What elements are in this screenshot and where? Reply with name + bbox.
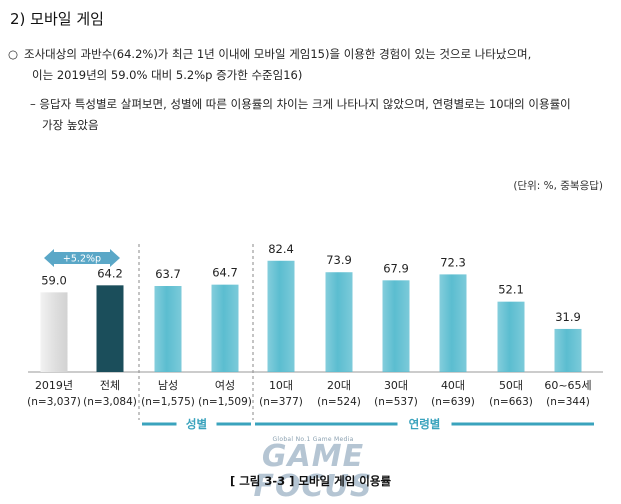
value-label-4: 64.7 [212, 266, 238, 280]
growth-annotation-label: +5.2%p [63, 254, 101, 265]
sample-size-label-4: (n=1,509) [198, 396, 252, 408]
watermark-logo: Global No.1 Game Media GAME FOCUS [238, 436, 388, 502]
bar-2 [96, 285, 124, 372]
category-label-8: 40대 [441, 379, 465, 392]
category-label-6: 20대 [327, 379, 351, 392]
main-bullet: ○ 조사대상의 과반수(64.2%)가 최근 1년 이내에 모바일 게임15)을… [8, 44, 613, 86]
group-label-2: 연령별 [409, 417, 441, 431]
main-bullet-line-1: 조사대상의 과반수(64.2%)가 최근 1년 이내에 모바일 게임15)을 이… [24, 47, 532, 61]
value-label-8: 72.3 [440, 255, 466, 269]
bar-3 [154, 286, 182, 372]
figure-caption: [ 그림 3-3 ] 모바일 게임 이용률 [229, 474, 392, 488]
sample-size-label-9: (n=663) [489, 396, 533, 408]
category-label-4: 여성 [215, 379, 235, 392]
bar-9 [497, 301, 525, 372]
category-label-3: 남성 [158, 379, 178, 392]
watermark-wordmark: GAME FOCUS [253, 439, 373, 504]
sample-size-label-1: (n=3,037) [27, 396, 81, 408]
section-heading: 2) 모바일 게임 [10, 10, 104, 28]
growth-arrow-icon [44, 249, 120, 267]
sample-size-label-2: (n=3,084) [83, 396, 137, 408]
sample-size-label-7: (n=537) [374, 396, 418, 408]
category-label-5: 10대 [269, 379, 293, 392]
sub-bullet-line-1: – 응답자 특성별로 살펴보면, 성별에 따른 이용률의 차이는 크게 나타나지… [30, 97, 571, 111]
sample-size-label-8: (n=639) [431, 396, 475, 408]
bar-4 [211, 284, 239, 372]
value-label-2: 64.2 [97, 266, 123, 280]
bar-5 [267, 260, 295, 372]
bar-7 [382, 280, 410, 372]
value-label-3: 63.7 [155, 267, 181, 281]
value-label-10: 31.9 [555, 310, 581, 324]
category-label-10: 60~65세 [544, 379, 591, 392]
main-bullet-line-2: 이는 2019년의 59.0% 대비 5.2%p 증가한 수준임16) [32, 68, 303, 82]
sub-bullet-line-2: 가장 높았음 [42, 118, 99, 132]
sample-size-label-3: (n=1,575) [141, 396, 195, 408]
category-label-1: 2019년 [35, 379, 73, 392]
category-label-9: 50대 [499, 379, 523, 392]
sample-size-label-10: (n=344) [546, 396, 590, 408]
circle-bullet-icon: ○ [8, 47, 19, 61]
bar-8 [439, 274, 467, 372]
value-label-6: 73.9 [326, 253, 352, 267]
unit-note: (단위: %, 중복응답) [513, 180, 603, 192]
bar-6 [325, 272, 353, 372]
category-label-7: 30대 [384, 379, 408, 392]
category-label-2: 전체 [100, 379, 120, 392]
sample-size-label-6: (n=524) [317, 396, 361, 408]
group-label-1: 성별 [186, 417, 207, 431]
sample-size-label-5: (n=377) [259, 396, 303, 408]
sub-bullet: – 응답자 특성별로 살펴보면, 성별에 따른 이용률의 차이는 크게 나타나지… [30, 94, 615, 136]
value-label-5: 82.4 [268, 242, 294, 256]
value-label-7: 67.9 [383, 261, 409, 275]
bar-1 [40, 292, 68, 372]
watermark-tagline: Global No.1 Game Media [272, 436, 354, 443]
value-label-9: 52.1 [498, 283, 524, 297]
bar-10 [554, 328, 582, 372]
value-label-1: 59.0 [41, 273, 67, 287]
